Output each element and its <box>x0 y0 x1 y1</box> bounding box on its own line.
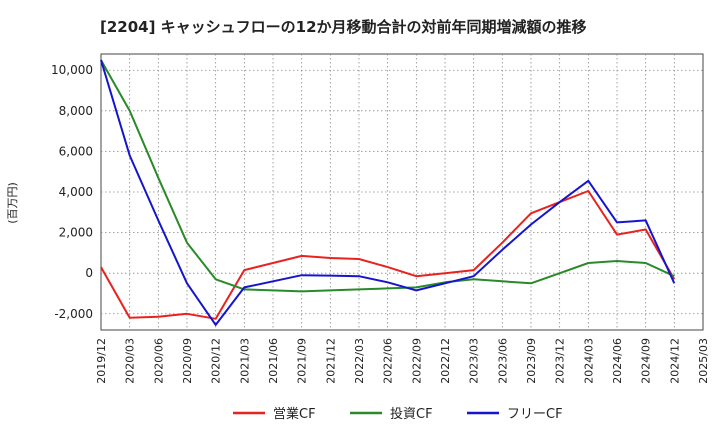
legend-label-1: 営業CF <box>273 406 316 422</box>
y-tick-label: 8,000 <box>59 104 93 118</box>
y-tick-label: -2,000 <box>54 307 93 321</box>
x-tick-label: 2024/09 <box>640 338 653 384</box>
legend: 営業CF 投資CF フリーCF <box>233 406 563 422</box>
x-tick-label: 2022/12 <box>439 338 452 384</box>
legend-label-3: フリーCF <box>507 407 563 422</box>
x-tick-label: 2019/12 <box>95 338 108 384</box>
chart-title: [2204] キャッシュフローの12か月移動合計の対前年同期増減額の推移 <box>100 18 587 36</box>
series-line-2 <box>100 59 675 293</box>
x-tick-label: 2021/03 <box>238 338 251 384</box>
y-tick-label: 6,000 <box>59 144 93 158</box>
x-tick-label: 2025/03 <box>697 338 710 384</box>
grid-layer <box>100 53 704 331</box>
y-tick-label: 10,000 <box>51 63 93 77</box>
x-tick-label: 2020/03 <box>124 338 137 384</box>
x-tick-label: 2022/09 <box>410 338 423 384</box>
x-tick-label: 2020/12 <box>210 338 223 384</box>
x-tick-label: 2024/12 <box>668 338 681 384</box>
x-tick-label: 2024/03 <box>582 338 595 384</box>
x-tick-label: 2022/03 <box>353 338 366 384</box>
series-line-1 <box>100 190 676 320</box>
series-layer <box>100 59 676 326</box>
x-tick-label: 2023/09 <box>525 338 538 384</box>
series-line-3 <box>100 59 676 326</box>
x-tick-label: 2023/12 <box>554 338 567 384</box>
y-tick-label: 2,000 <box>59 226 93 240</box>
x-tick-label: 2020/09 <box>181 338 194 384</box>
x-tick-label: 2020/06 <box>152 338 165 384</box>
x-tick-label: 2021/09 <box>296 338 309 384</box>
x-tick-label: 2022/06 <box>382 338 395 384</box>
x-tick-label: 2023/03 <box>468 338 481 384</box>
x-tick-label: 2024/06 <box>611 338 624 384</box>
y-axis-label: (百万円) <box>6 182 19 224</box>
x-tick-label: 2021/06 <box>267 338 280 384</box>
y-tick-label: 4,000 <box>59 185 93 199</box>
y-tick-label: 0 <box>85 266 93 280</box>
x-tick-label: 2021/12 <box>324 338 337 384</box>
x-tick-label: 2023/06 <box>496 338 509 384</box>
legend-label-2: 投資CF <box>390 406 433 422</box>
axis-layer: -2,000 0 2,000 4,000 6,000 8,000 10,000 2019/12… <box>51 63 710 383</box>
